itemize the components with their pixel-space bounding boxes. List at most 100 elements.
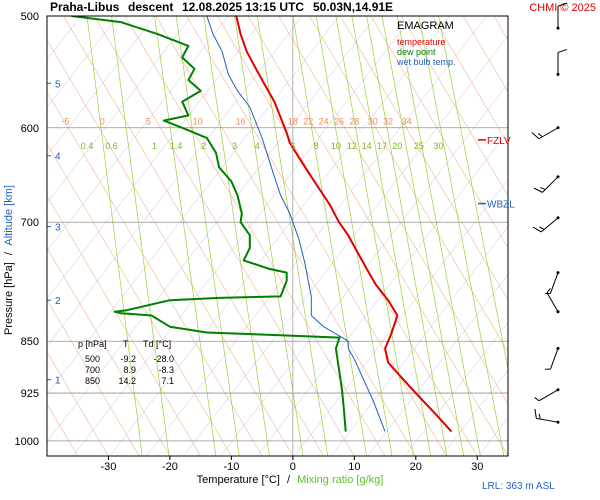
wind-barb-base <box>556 310 560 314</box>
wind-barb-flag <box>557 2 568 7</box>
mixing-ratio-label: 25 <box>414 141 424 151</box>
wind-barb <box>556 48 568 76</box>
dry-adiabat-line <box>493 16 508 41</box>
wbzl-label: WBZL <box>487 200 515 211</box>
dry-adiabat-line <box>47 195 201 456</box>
saturated-adiabat-line <box>47 16 303 347</box>
dry-adiabat-line <box>586 16 600 456</box>
x-axis-label: Temperature [°C] / Mixing ratio [g/kg] <box>197 474 384 486</box>
wind-barb-flag <box>557 48 568 53</box>
x-tick-label: 10 <box>348 461 360 473</box>
saturated-adiabat-line <box>589 16 600 456</box>
wind-barb-staff <box>542 176 559 193</box>
wind-barb-staff <box>538 127 559 140</box>
mixing-ratio-label: 6 <box>290 141 295 151</box>
series-line-dew-point <box>71 16 347 432</box>
saturated-adiabat-line <box>47 16 340 395</box>
wind-barb <box>534 388 560 402</box>
altitude-tick-label: 3 <box>55 223 61 234</box>
plot-frame <box>46 15 509 457</box>
value-table: p [hPa] T Td [°C] 500 -9.2 -28.0 700 8.9… <box>78 339 174 386</box>
saturated-adiabat-line <box>257 131 508 456</box>
mixing-ratio-label: 0.6 <box>105 141 118 151</box>
wind-barb <box>545 346 560 370</box>
wind-barb-flag <box>532 226 542 233</box>
x-tick-label: 30 <box>471 461 483 473</box>
altitude-tick-label: 2 <box>55 296 61 307</box>
wind-barb-staff <box>550 272 559 294</box>
wind-barb-base <box>556 126 560 130</box>
table-row-500-t: -9.2 <box>120 354 136 364</box>
dry-adiabat-line <box>47 91 263 456</box>
saturated-adiabat-line <box>47 16 119 109</box>
dry-adiabat-line <box>370 16 508 249</box>
mixing-ratio-line <box>86 16 143 456</box>
wind-barb-flag <box>534 408 537 419</box>
mixing-ratio-line <box>154 16 217 456</box>
saturated-adiabat-line <box>330 226 508 456</box>
wind-barb-half <box>546 288 551 293</box>
mixing-ratio-line <box>335 16 414 456</box>
dry-adiabat-label: 26 <box>334 117 344 127</box>
mixing-ratio-label: 12 <box>347 141 357 151</box>
dry-adiabat-line <box>309 16 508 353</box>
dry-adiabat-label: 16 <box>236 117 246 127</box>
mixing-ratio-line <box>292 16 367 456</box>
wind-barb-half <box>539 226 545 230</box>
table-header-t: T <box>123 339 129 349</box>
mixing-ratio-line <box>381 16 465 456</box>
mixing-ratio-line <box>438 16 508 371</box>
mixing-ratio-line <box>175 16 240 456</box>
wind-barb <box>531 126 560 140</box>
x-tick-label: 20 <box>410 461 422 473</box>
mixing-ratio-line <box>111 16 170 456</box>
saturated-adiabat-line <box>47 16 192 204</box>
x-axis-label-mixing: Mixing ratio [g/kg] <box>297 474 383 486</box>
altitude-tick-label: 1 <box>55 376 61 387</box>
mixing-ratio-label: 14 <box>362 141 372 151</box>
wind-barb-base <box>556 216 560 220</box>
header-datetime: 12.08.2025 13:15 UTC <box>182 0 304 14</box>
saturated-adiabat-line <box>293 178 508 456</box>
wind-barb-base <box>556 420 560 424</box>
series <box>71 16 453 433</box>
table-row-850-p: 850 <box>85 376 100 386</box>
dry-adiabat-line <box>155 16 417 456</box>
x-tick-label: 0 <box>290 461 296 473</box>
saturated-adiabat-line <box>72 16 414 456</box>
wind-barb <box>532 216 560 233</box>
dry-adiabat-label: 10 <box>193 117 203 127</box>
mixing-ratio-line <box>234 16 304 456</box>
pressure-tick-label: 850 <box>21 336 39 348</box>
x-axis-label-temperature: Temperature [°C] <box>197 474 280 486</box>
dry-adiabat-line <box>555 16 600 456</box>
dry-adiabat-line <box>462 16 508 93</box>
dry-adiabat-label: 22 <box>303 117 313 127</box>
dry-adiabat-line <box>401 16 508 197</box>
series-line-wet-bulb-temp <box>206 16 386 432</box>
dry-adiabat-label: 0 <box>100 117 105 127</box>
saturated-adiabat-line <box>183 35 508 456</box>
saturated-adiabat-line <box>478 417 508 456</box>
pressure-tick-label: 700 <box>21 217 39 229</box>
table-row-700-td: -8.3 <box>158 365 174 375</box>
saturated-adiabat-line <box>47 16 155 156</box>
dry-adiabat-label: 34 <box>402 117 412 127</box>
dry-adiabat-line <box>47 351 109 456</box>
mixing-ratio-line <box>418 16 505 456</box>
y-axis-label-pressure: Pressure [hPa] <box>3 262 15 335</box>
x-tick-label: -20 <box>162 461 178 473</box>
table-row-850-t: 14.2 <box>118 376 136 386</box>
mixing-ratio-label: 4 <box>255 141 260 151</box>
wind-barb-base <box>556 175 560 179</box>
mixing-ratio-label: 1.4 <box>170 141 183 151</box>
dry-adiabat-label: -5 <box>61 117 69 127</box>
table-row-850-td: 7.1 <box>161 376 174 386</box>
wind-barb-half <box>538 413 541 420</box>
mixing-ratio-label: 30 <box>434 141 444 151</box>
grid <box>47 15 508 460</box>
x-tick-label: -30 <box>101 461 117 473</box>
y-axis-label-altitude: Altitude [km] <box>3 185 15 246</box>
